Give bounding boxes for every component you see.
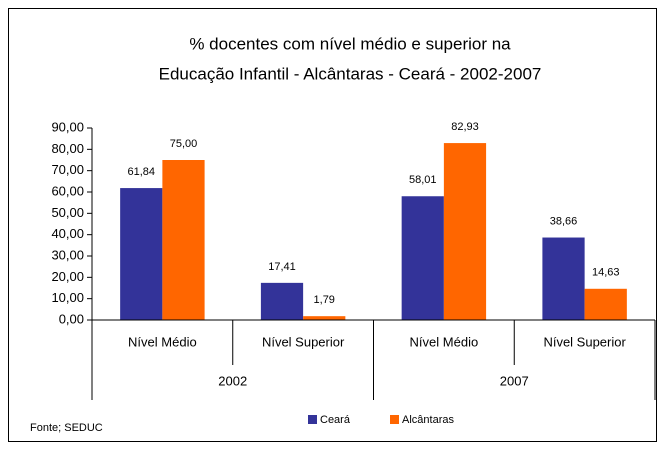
- source: Fonte; SEDUC: [30, 422, 103, 434]
- data-label: 1,79: [314, 294, 335, 306]
- chart-title: % docentes com nível médio e superior na: [189, 34, 511, 53]
- x-tick-label: Nível Médio: [410, 334, 479, 349]
- chart-title: Educação Infantil - Alcântaras - Ceará -…: [159, 64, 542, 83]
- chart-frame: [8, 8, 657, 442]
- data-label: 82,93: [451, 121, 479, 133]
- y-tick-label: 90,00: [51, 119, 84, 134]
- bar: [303, 316, 346, 320]
- bar: [542, 237, 585, 320]
- y-tick-label: 10,00: [51, 290, 84, 305]
- y-tick-label: 40,00: [51, 226, 84, 241]
- legend-label: Alcântaras: [402, 414, 454, 426]
- data-label: 17,41: [268, 261, 296, 273]
- data-label: 75,00: [170, 138, 198, 150]
- y-tick-label: 70,00: [51, 162, 84, 177]
- data-label: 38,66: [550, 215, 578, 227]
- bar: [584, 288, 627, 320]
- data-label: 58,01: [409, 174, 437, 186]
- legend-label: Ceará: [320, 414, 351, 426]
- y-tick-label: 0,00: [59, 311, 84, 326]
- x-tick-label: Nível Superior: [262, 334, 345, 349]
- legend-swatch: [308, 415, 317, 424]
- y-tick-label: 80,00: [51, 141, 84, 156]
- x-tick-label: Nível Médio: [128, 334, 197, 349]
- bar: [120, 188, 163, 320]
- x-tick-label: Nível Superior: [543, 334, 626, 349]
- bar: [443, 143, 487, 320]
- bar: [162, 160, 205, 320]
- data-label: 14,63: [592, 267, 620, 279]
- y-tick-label: 50,00: [51, 205, 84, 220]
- y-tick-label: 60,00: [51, 183, 84, 198]
- y-tick-label: 30,00: [51, 247, 84, 262]
- legend-swatch: [390, 415, 399, 424]
- bar: [260, 282, 304, 320]
- bar: [401, 196, 444, 320]
- group-label: 2002: [218, 373, 247, 388]
- y-tick-label: 20,00: [51, 269, 84, 284]
- data-label: 61,84: [127, 166, 155, 178]
- group-label: 2007: [500, 373, 529, 388]
